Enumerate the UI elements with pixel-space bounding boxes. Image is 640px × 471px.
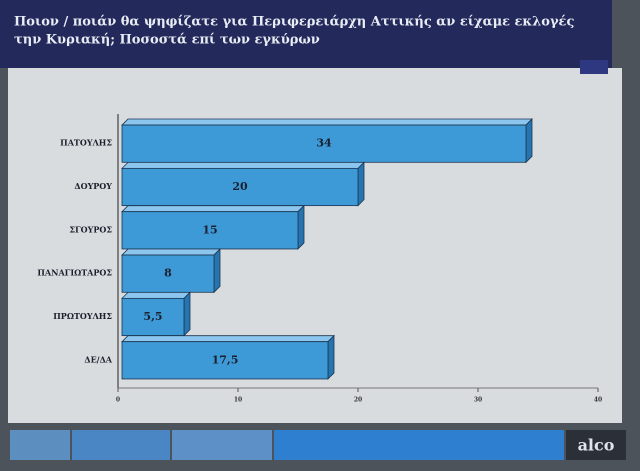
- title-badge: [580, 60, 608, 74]
- footer-band: [172, 430, 272, 460]
- bar: [121, 297, 185, 337]
- bar-top: [121, 248, 221, 256]
- x-tick-label: 40: [594, 397, 602, 404]
- y-tick-label: ΣΓΟΥΡΟΣ: [69, 224, 112, 234]
- bar-top: [121, 335, 335, 343]
- footer-band: [72, 430, 170, 460]
- y-tick-label: ΔΟΥΡΟΥ: [74, 181, 112, 191]
- bar-side: [327, 334, 335, 380]
- x-tick-label: 30: [474, 397, 482, 404]
- bar: [121, 254, 215, 293]
- logo-box: [566, 430, 626, 460]
- y-tick-label: ΠΡΩΤΟΥΛΗΣ: [53, 311, 112, 321]
- bar-top: [121, 118, 533, 126]
- bar-side: [213, 248, 221, 294]
- data-label: 34: [316, 137, 332, 150]
- bar-side: [297, 204, 305, 250]
- data-label: 8: [164, 267, 172, 280]
- footer-band: [274, 430, 564, 460]
- y-tick-label: ΠΑΝΑΓΙΩΤΑΡΟΣ: [37, 268, 112, 278]
- x-tick-label: 20: [354, 397, 362, 404]
- data-label: 5,5: [143, 310, 162, 323]
- y-tick-label: ΠΑΤΟΥΛΗΣ: [60, 138, 112, 148]
- bar: [121, 211, 299, 250]
- bar-side: [525, 118, 533, 164]
- bar: [121, 124, 527, 163]
- footer-band: [10, 430, 70, 460]
- chart-title: την Κυριακή; Ποσοστά επί των εγκύρων: [14, 33, 320, 48]
- bar-top: [121, 205, 305, 213]
- x-tick-label: 0: [116, 397, 120, 404]
- y-tick-label: ΔΕ/ΔΑ: [84, 354, 112, 364]
- logo: alco: [578, 436, 615, 455]
- bar-top: [121, 161, 365, 169]
- title-panel: [0, 0, 612, 68]
- bar-side: [183, 291, 191, 337]
- x-tick-label: 10: [234, 397, 242, 404]
- bar: [121, 341, 329, 380]
- bar-side: [357, 161, 365, 207]
- data-label: 15: [202, 223, 217, 236]
- data-label: 17,5: [212, 353, 239, 366]
- bar: [121, 167, 359, 207]
- bar-top: [121, 291, 191, 299]
- chart-title: Ποιον / ποιάν θα ψηφίζατε για Περιφερειά…: [14, 15, 574, 30]
- data-label: 20: [232, 180, 248, 193]
